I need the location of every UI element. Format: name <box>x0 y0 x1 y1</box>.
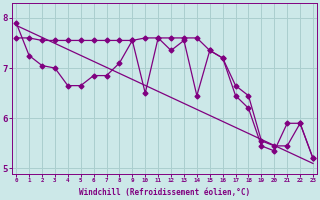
X-axis label: Windchill (Refroidissement éolien,°C): Windchill (Refroidissement éolien,°C) <box>79 188 250 197</box>
